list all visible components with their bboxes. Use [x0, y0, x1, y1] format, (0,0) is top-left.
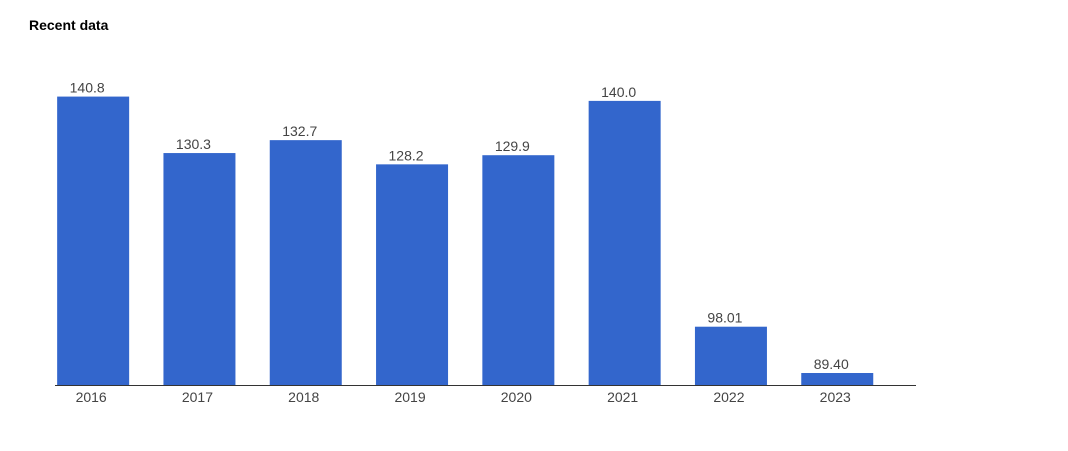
x-tick-label: 2018 — [288, 389, 319, 405]
x-tick-label: 2016 — [76, 389, 107, 405]
x-tick-label: 2017 — [182, 389, 213, 405]
bar — [163, 153, 236, 385]
bar — [588, 100, 661, 385]
value-label: 129.9 — [495, 138, 530, 154]
value-label: 130.3 — [176, 136, 211, 152]
x-tick-label: 2021 — [607, 389, 638, 405]
value-label: 140.8 — [70, 80, 105, 96]
value-label: 128.2 — [389, 147, 424, 163]
bar — [376, 164, 449, 385]
x-tick-label: 2020 — [501, 389, 532, 405]
x-tick-label: 2023 — [820, 389, 851, 405]
chart-title: Recent data — [29, 17, 109, 33]
bar — [57, 96, 130, 386]
bar — [482, 155, 555, 385]
value-label: 140.0 — [601, 84, 636, 100]
x-tick-label: 2019 — [394, 389, 425, 405]
value-label: 132.7 — [282, 123, 317, 139]
bar — [801, 373, 874, 385]
value-label: 89.40 — [814, 356, 849, 372]
x-tick-label: 2022 — [713, 389, 744, 405]
value-label: 98.01 — [707, 310, 742, 326]
bar — [694, 326, 767, 385]
bar — [269, 140, 342, 385]
